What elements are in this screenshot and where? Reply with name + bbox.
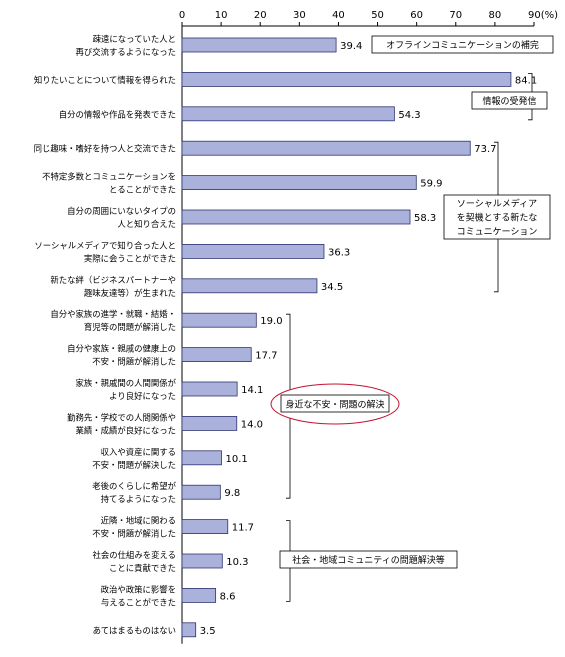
bar bbox=[181, 381, 238, 397]
value-label: 19.0 bbox=[260, 316, 282, 327]
bar bbox=[181, 553, 223, 569]
category-label: 不安・問題が解消した bbox=[92, 357, 176, 367]
annotation-text: を契機とする新たな bbox=[457, 212, 538, 224]
bar bbox=[181, 484, 221, 500]
bar bbox=[181, 37, 337, 53]
value-label: 34.5 bbox=[321, 282, 343, 293]
x-tick-label: 40 bbox=[332, 10, 345, 21]
category-label: 実際に会うことができた bbox=[84, 253, 176, 263]
x-tick-label: 10 bbox=[215, 10, 228, 21]
category-label: 家族・親戚間の人間関係が bbox=[76, 378, 177, 388]
value-label: 39.4 bbox=[340, 41, 362, 52]
annotation-box bbox=[443, 194, 551, 240]
category-label: 不安・問題が解決した bbox=[92, 460, 176, 470]
category-label: 知りたいことについて情報を得られた bbox=[34, 75, 176, 85]
value-label: 58.3 bbox=[414, 213, 436, 224]
value-label: 73.7 bbox=[474, 144, 496, 155]
value-label: 54.3 bbox=[398, 110, 420, 121]
category-label: 自分の情報や作品を発表できた bbox=[59, 109, 176, 119]
x-tick-label: 20 bbox=[254, 10, 267, 21]
annotation-box bbox=[280, 394, 390, 413]
bar bbox=[181, 278, 318, 294]
annotation-text: オフラインコミュニケーションの補完 bbox=[386, 39, 539, 51]
bar bbox=[181, 519, 229, 534]
value-label: 59.9 bbox=[420, 179, 442, 190]
x-tick-label: 70 bbox=[449, 10, 462, 21]
bar bbox=[181, 347, 252, 363]
annotation-text: 情報の受発信 bbox=[482, 95, 536, 107]
category-label: 老後のくらしに希望が bbox=[92, 481, 176, 491]
bar bbox=[181, 209, 411, 225]
category-label: 不特定多数とコミュニケーションを bbox=[42, 172, 176, 182]
bar bbox=[181, 415, 238, 431]
category-label: ことに貢献できた bbox=[109, 563, 176, 573]
category-label: 業績・成績が良好になった bbox=[76, 425, 177, 435]
bar bbox=[181, 106, 395, 122]
category-label: 育児等の問題が解消した bbox=[84, 322, 176, 332]
annotation-text: ソーシャルメディア bbox=[457, 198, 537, 210]
value-label: 10.1 bbox=[226, 454, 248, 465]
x-tick-label: 90(%) bbox=[528, 10, 558, 21]
category-label: ソーシャルメディアで知り合った人と bbox=[34, 240, 176, 250]
value-label: 17.7 bbox=[255, 351, 277, 362]
category-label: 勤務先・学校での人間関係や bbox=[67, 412, 176, 422]
value-label: 14.0 bbox=[241, 419, 263, 430]
chart-axes: 0 10 20 30 40 50 60 70 80 90(%) bbox=[179, 10, 558, 644]
category-label: 同じ趣味・嗜好を持つ人と交流できた bbox=[34, 144, 176, 154]
annotation-box bbox=[371, 35, 554, 54]
annotation-box bbox=[471, 91, 548, 110]
value-label: 14.1 bbox=[241, 385, 263, 396]
value-label: 9.8 bbox=[224, 488, 240, 499]
x-tick-label: 0 bbox=[179, 10, 185, 21]
category-label: 自分や家族の進学・就職・結婚・ bbox=[50, 309, 176, 319]
value-label: 84.1 bbox=[515, 75, 537, 86]
category-label: 不安・問題が解消した bbox=[92, 529, 176, 539]
category-label: 与えることができた bbox=[101, 597, 176, 607]
category-label: 自分や家族・親戚の健康上の bbox=[67, 344, 176, 354]
annotation-text: 身近な不安・問題の解決 bbox=[285, 399, 384, 411]
category-label: 政治や政策に影響を bbox=[101, 584, 176, 594]
category-label: 趣味友達等）が生まれた bbox=[84, 288, 176, 298]
category-label: より良好になった bbox=[109, 391, 176, 401]
category-label: 自分の周囲にいないタイプの bbox=[67, 206, 176, 216]
bar bbox=[181, 175, 417, 191]
value-label: 36.3 bbox=[328, 247, 350, 258]
x-tick-label: 80 bbox=[489, 10, 502, 21]
category-label: あてはまるものはない bbox=[93, 625, 176, 635]
category-label: 疎遠になっていた人と bbox=[93, 34, 176, 44]
annotation-box bbox=[279, 550, 458, 569]
bar bbox=[181, 140, 471, 156]
category-label: 収入や資産に関する bbox=[101, 447, 176, 457]
category-label: 持てるようになった bbox=[101, 494, 176, 504]
category-label: 新たな絆（ビジネスパートナーや bbox=[50, 275, 176, 285]
x-tick-label: 60 bbox=[410, 10, 423, 21]
bar bbox=[181, 622, 197, 638]
x-tick-label: 30 bbox=[293, 10, 306, 21]
bar bbox=[181, 243, 325, 259]
category-label: 社会の仕組みを変える bbox=[93, 550, 177, 560]
bar bbox=[181, 450, 222, 466]
x-tick-label: 50 bbox=[371, 10, 384, 21]
category-label: 人と知り合えた bbox=[117, 219, 176, 229]
category-label: とることができた bbox=[109, 185, 176, 195]
bar bbox=[181, 72, 512, 87]
annotations: オフラインコミュニケーションの補完情報の受発信ソーシャルメディアを契機とする新た… bbox=[270, 35, 554, 602]
category-label: 再び交流するようになった bbox=[76, 47, 177, 57]
value-label: 10.3 bbox=[226, 557, 248, 568]
annotation-text: 社会・地域コミュニティの問題解決等 bbox=[292, 554, 444, 566]
annotation-text: コミュニケーション bbox=[457, 227, 538, 238]
value-label: 8.6 bbox=[220, 591, 236, 602]
value-label: 3.5 bbox=[200, 626, 216, 637]
category-label: 近隣・地域に関わる bbox=[101, 516, 176, 526]
bars: 39.4 84.1 54.3 73.7 59.9 58.3 36.3 34.5 19.0 17.7… bbox=[181, 37, 537, 638]
bar bbox=[181, 312, 257, 328]
value-label: 11.7 bbox=[232, 523, 254, 534]
bar bbox=[181, 588, 217, 603]
category-labels: 疎遠になっていた人と再び交流するようになった知りたいことについて情報を得られた自… bbox=[34, 34, 177, 635]
